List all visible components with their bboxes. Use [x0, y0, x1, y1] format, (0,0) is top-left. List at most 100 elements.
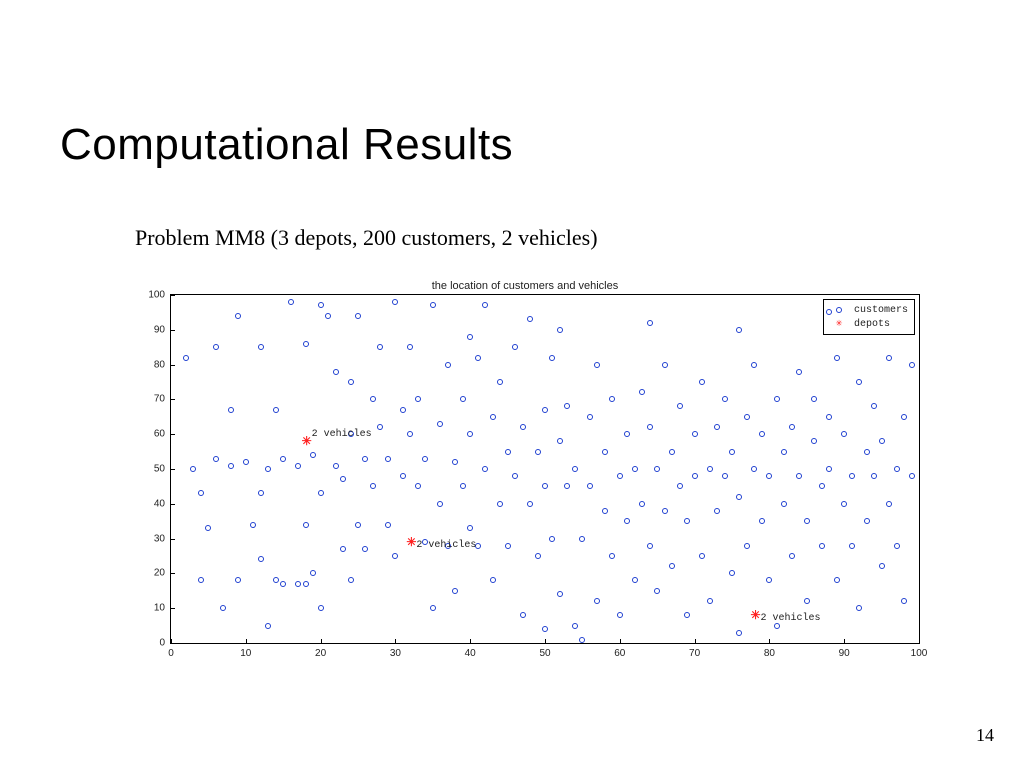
customer-point: [811, 396, 817, 402]
customer-point: [879, 438, 885, 444]
customer-point: [467, 431, 473, 437]
customer-point: [497, 379, 503, 385]
customer-point: [707, 466, 713, 472]
customer-point: [572, 623, 578, 629]
chart-title: the location of customers and vehicles: [130, 280, 920, 292]
customer-point: [235, 577, 241, 583]
customer-point: [714, 424, 720, 430]
customer-point: [415, 396, 421, 402]
customer-point: [587, 483, 593, 489]
customer-point: [617, 612, 623, 618]
depot-point: ✳: [302, 437, 310, 445]
customer-point: [602, 449, 608, 455]
customer-point: [183, 355, 189, 361]
customer-point: [864, 518, 870, 524]
y-tick-label: 90: [141, 324, 165, 335]
customer-point: [295, 581, 301, 587]
customer-point: [549, 355, 555, 361]
customer-point: [744, 414, 750, 420]
customer-point: [594, 598, 600, 604]
customer-point: [482, 466, 488, 472]
customer-point: [205, 525, 211, 531]
customer-point: [654, 588, 660, 594]
customer-point: [362, 546, 368, 552]
customer-point: [362, 456, 368, 462]
customer-point: [460, 483, 466, 489]
customer-point: [392, 299, 398, 305]
x-tick-label: 80: [764, 648, 775, 659]
customer-point: [549, 536, 555, 542]
customer-point: [766, 577, 772, 583]
customer-point: [781, 449, 787, 455]
legend-item-depots: ✳ depots: [830, 317, 908, 331]
customer-point: [280, 456, 286, 462]
customer-point: [265, 623, 271, 629]
customer-point: [452, 588, 458, 594]
customer-point: [467, 334, 473, 340]
customer-point: [684, 518, 690, 524]
customer-point: [557, 438, 563, 444]
customer-point: [789, 424, 795, 430]
customer-point: [819, 483, 825, 489]
customer-point: [699, 379, 705, 385]
customer-point: [669, 563, 675, 569]
y-tick-label: 100: [141, 290, 165, 301]
customer-point: [273, 577, 279, 583]
legend: customers ✳ depots: [823, 299, 915, 335]
customer-point: [415, 483, 421, 489]
customer-point: [572, 466, 578, 472]
customer-point: [512, 473, 518, 479]
customer-point: [834, 577, 840, 583]
customer-point: [647, 424, 653, 430]
customer-point: [400, 407, 406, 413]
customer-point: [303, 581, 309, 587]
customer-point: [609, 396, 615, 402]
customer-point: [490, 414, 496, 420]
y-tick-label: 50: [141, 464, 165, 475]
customer-point: [624, 431, 630, 437]
customer-point: [879, 563, 885, 569]
customer-point: [348, 577, 354, 583]
customer-point: [318, 302, 324, 308]
y-tick-label: 10: [141, 603, 165, 614]
customer-point: [422, 456, 428, 462]
customer-point: [714, 508, 720, 514]
customer-point: [265, 466, 271, 472]
customer-point: [385, 522, 391, 528]
customer-point: [849, 543, 855, 549]
customer-point: [841, 501, 847, 507]
x-tick-label: 60: [614, 648, 625, 659]
customer-point: [684, 612, 690, 618]
customer-point: [407, 344, 413, 350]
customer-point: [392, 553, 398, 559]
legend-item-customers: customers: [830, 303, 908, 317]
slide-subtitle: Problem MM8 (3 depots, 200 customers, 2 …: [135, 225, 598, 251]
customer-point: [729, 449, 735, 455]
customer-point: [759, 518, 765, 524]
customer-point: [774, 396, 780, 402]
customer-point: [804, 518, 810, 524]
customer-point: [542, 483, 548, 489]
customer-point: [430, 605, 436, 611]
y-tick-label: 40: [141, 498, 165, 509]
customer-point: [856, 379, 862, 385]
circle-icon: [836, 307, 842, 313]
customer-point: [258, 490, 264, 496]
customer-point: [535, 449, 541, 455]
customer-point: [901, 414, 907, 420]
customer-point: [609, 553, 615, 559]
customer-point: [781, 501, 787, 507]
customer-point: [542, 407, 548, 413]
customer-point: [564, 403, 570, 409]
customer-point: [849, 473, 855, 479]
customer-point: [894, 543, 900, 549]
customer-point: [318, 490, 324, 496]
depot-label: 2 vehicles: [760, 613, 820, 624]
y-tick-label: 70: [141, 394, 165, 405]
customer-point: [482, 302, 488, 308]
customer-point: [886, 355, 892, 361]
customer-point: [856, 605, 862, 611]
customer-point: [811, 438, 817, 444]
customer-point: [751, 362, 757, 368]
customer-point: [520, 424, 526, 430]
